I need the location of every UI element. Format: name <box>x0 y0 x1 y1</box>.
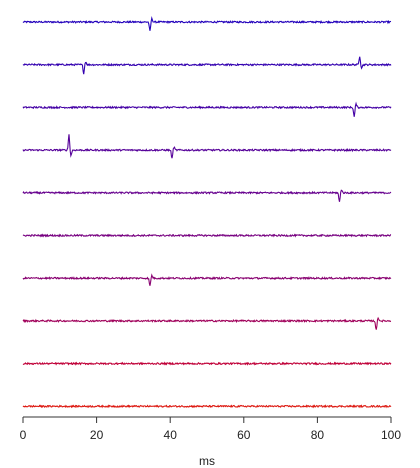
x-tick-label: 20 <box>90 428 104 442</box>
trace-6 <box>22 233 392 238</box>
trace-3 <box>22 101 392 117</box>
x-tick-label: 40 <box>164 428 178 442</box>
x-tick-label: 100 <box>381 428 401 442</box>
trace-8 <box>22 316 392 330</box>
trace-10 <box>22 404 392 409</box>
trace-7 <box>22 273 392 286</box>
trace-4 <box>22 134 392 159</box>
x-axis-ticks: 0 20 40 60 80 100 <box>20 417 401 442</box>
trace-5 <box>22 189 392 202</box>
x-tick-label: 0 <box>20 428 27 442</box>
trace-2 <box>22 56 392 75</box>
x-tick-label: 60 <box>237 428 251 442</box>
trace-9 <box>22 361 392 366</box>
trace-group <box>22 16 392 409</box>
x-tick-label: 80 <box>311 428 325 442</box>
x-axis-title: ms <box>199 454 215 468</box>
trace-1 <box>22 16 392 31</box>
